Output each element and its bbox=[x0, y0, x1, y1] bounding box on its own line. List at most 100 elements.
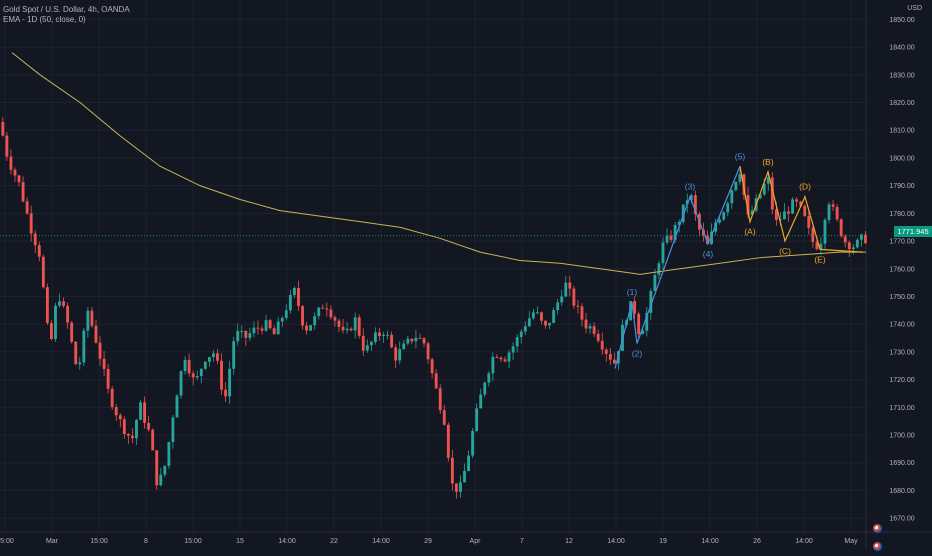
candle-body bbox=[25, 201, 29, 214]
candle-body bbox=[467, 455, 470, 471]
candle-body bbox=[321, 307, 325, 309]
candle-body bbox=[248, 333, 252, 338]
candle-body bbox=[475, 408, 479, 432]
candle-body bbox=[685, 200, 689, 205]
candle-body bbox=[203, 361, 207, 369]
time-tick-label: 15:00 bbox=[90, 538, 108, 545]
candle-body bbox=[406, 338, 410, 344]
candle-body bbox=[131, 435, 134, 439]
candle-body bbox=[827, 204, 831, 220]
candle-body bbox=[803, 205, 807, 216]
wave-label: (4) bbox=[703, 249, 714, 259]
candle-body bbox=[718, 219, 722, 223]
candle-body bbox=[807, 215, 811, 228]
time-tick-label: 22 bbox=[330, 538, 338, 545]
candle-body bbox=[819, 243, 823, 250]
candle-body bbox=[847, 242, 851, 250]
candle-body bbox=[41, 256, 45, 288]
candle-body bbox=[811, 227, 815, 243]
candle-body bbox=[483, 382, 487, 395]
candle-body bbox=[122, 419, 126, 434]
wave-label: (E) bbox=[814, 254, 826, 264]
time-tick-label: 15 bbox=[236, 538, 244, 545]
candle-body bbox=[293, 288, 296, 296]
candle-body bbox=[29, 213, 33, 234]
candle-body bbox=[325, 308, 329, 310]
candle-body bbox=[657, 263, 661, 275]
event-flags[interactable] bbox=[873, 520, 895, 551]
candle-body bbox=[244, 330, 248, 338]
candle-body bbox=[734, 181, 738, 191]
us-flag-icon[interactable] bbox=[873, 524, 882, 533]
candle-body bbox=[382, 334, 385, 336]
candle-body bbox=[1, 121, 5, 136]
candle-body bbox=[548, 322, 551, 326]
candle-body bbox=[531, 312, 535, 319]
candle-body bbox=[139, 402, 142, 420]
candle-body bbox=[410, 338, 414, 342]
candle-body bbox=[171, 417, 175, 443]
candle-body bbox=[645, 312, 649, 331]
candle-body bbox=[665, 235, 669, 243]
price-tick-label: 1750.00 bbox=[889, 294, 914, 301]
candle-body bbox=[82, 330, 86, 363]
price-tick-label: 1770.00 bbox=[889, 239, 914, 246]
candle-body bbox=[317, 307, 321, 317]
candle-body bbox=[284, 310, 288, 318]
candle-body bbox=[487, 373, 491, 383]
candle-body bbox=[147, 422, 151, 430]
candle-body bbox=[450, 457, 454, 484]
candle-body bbox=[155, 450, 159, 486]
candle-body bbox=[402, 343, 406, 350]
candle-body bbox=[689, 195, 693, 201]
time-tick-label: 26 bbox=[753, 538, 761, 545]
price-tick-label: 1710.00 bbox=[889, 405, 914, 412]
candle-body bbox=[669, 235, 673, 240]
candle-body bbox=[422, 338, 426, 344]
candle-body bbox=[228, 368, 232, 397]
eu-flag-icon[interactable] bbox=[873, 542, 882, 551]
candle-body bbox=[309, 325, 313, 331]
candle-body bbox=[252, 327, 256, 334]
price-tick-label: 1850.00 bbox=[889, 17, 914, 24]
candle-body bbox=[224, 389, 227, 397]
candle-body bbox=[633, 301, 637, 314]
candle-body bbox=[187, 359, 191, 374]
candle-body bbox=[207, 357, 211, 362]
candle-body bbox=[143, 402, 146, 423]
candle-body bbox=[37, 245, 41, 257]
candle-body bbox=[576, 305, 580, 307]
candle-body bbox=[560, 296, 564, 303]
candle-body bbox=[758, 194, 762, 199]
candle-body bbox=[9, 156, 13, 170]
candle-body bbox=[74, 341, 78, 365]
candle-body bbox=[653, 274, 657, 291]
price-tick-label: 1720.00 bbox=[889, 377, 914, 384]
candle-body bbox=[272, 328, 276, 335]
candle-body bbox=[54, 305, 57, 339]
candle-body bbox=[216, 353, 219, 361]
candle-body bbox=[361, 335, 365, 351]
candle-body bbox=[507, 352, 511, 362]
ema-indicator-label[interactable]: EMA - 1D (50, close, 0) bbox=[3, 15, 86, 24]
symbol-title[interactable]: Gold Spot / U.S. Dollar, 4h, OANDA bbox=[3, 5, 130, 14]
candle-body bbox=[588, 326, 592, 329]
candle-body bbox=[519, 331, 523, 338]
candle-body bbox=[463, 470, 466, 483]
candle-body bbox=[430, 359, 434, 374]
candle-body bbox=[220, 360, 223, 390]
candle-body bbox=[329, 309, 333, 318]
candle-body bbox=[742, 174, 746, 195]
candle-body bbox=[649, 290, 653, 313]
candle-body bbox=[855, 239, 859, 248]
candle-body bbox=[608, 353, 612, 360]
candle-body bbox=[58, 301, 61, 306]
candle-body bbox=[714, 222, 718, 232]
wave-label: (D) bbox=[799, 182, 811, 192]
candle-body bbox=[580, 306, 584, 320]
candle-body bbox=[860, 234, 863, 240]
candle-body bbox=[167, 442, 171, 466]
candle-body bbox=[426, 343, 430, 360]
candle-body bbox=[110, 388, 114, 408]
